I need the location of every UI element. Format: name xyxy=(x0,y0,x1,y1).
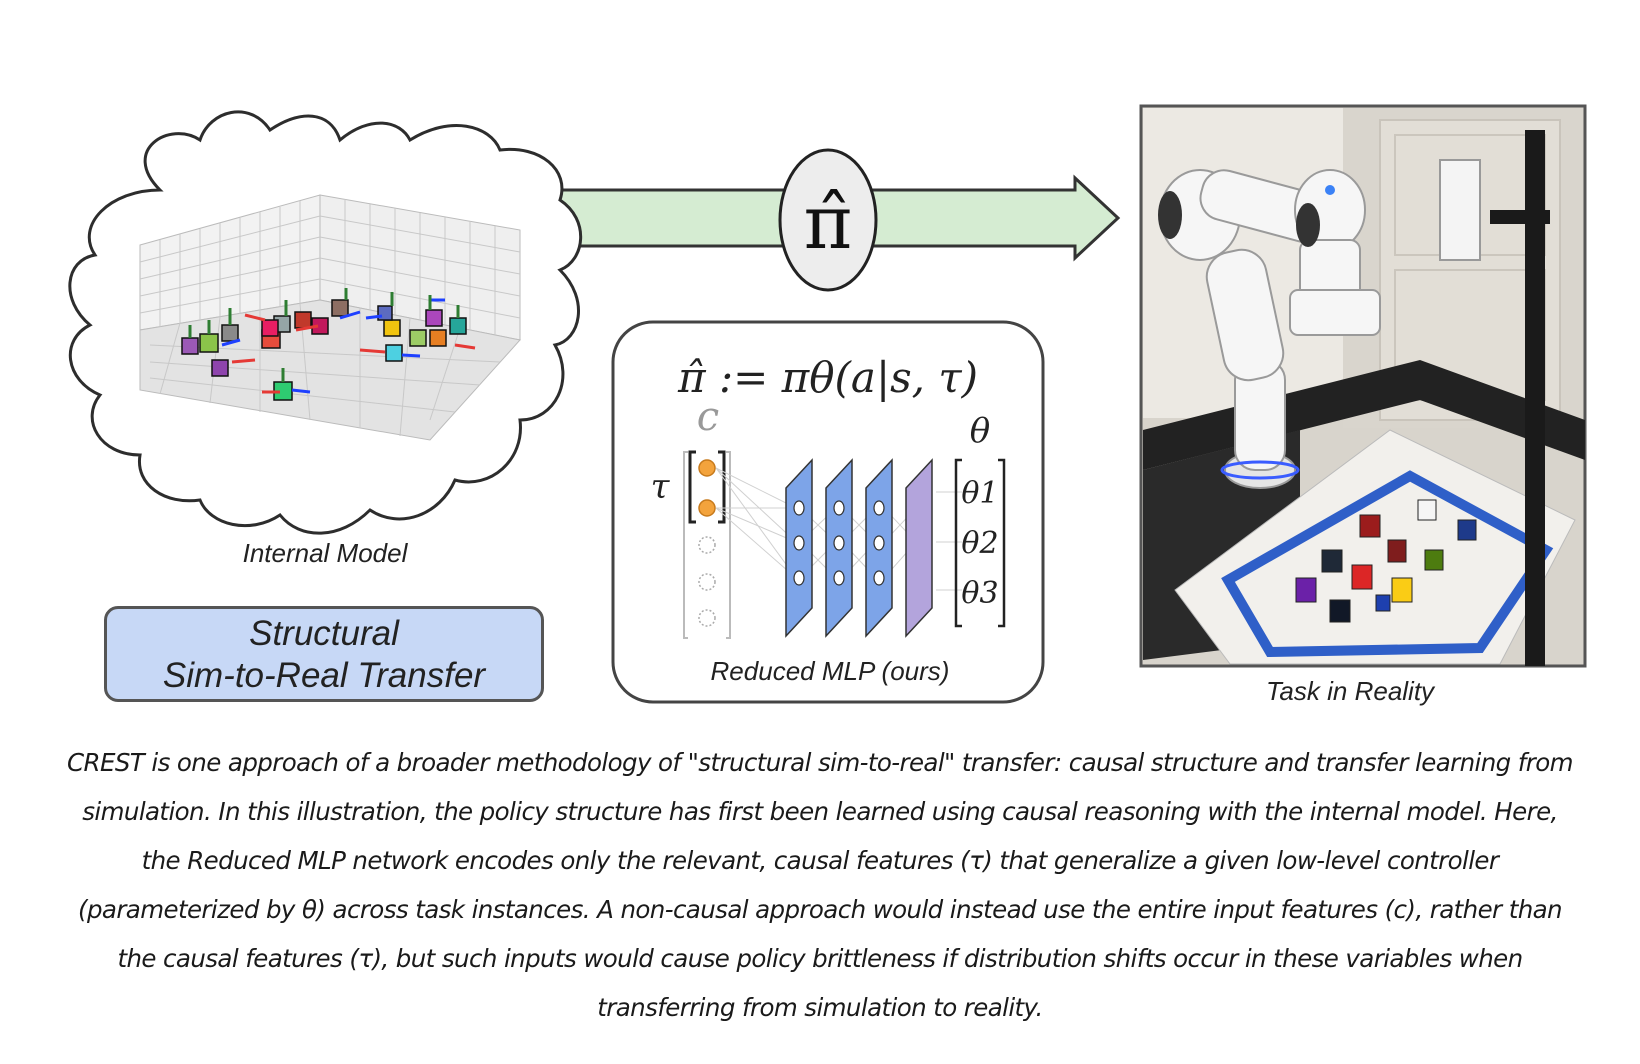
structural-line-1: Structural xyxy=(249,614,399,653)
theta-output-3: θ3 xyxy=(961,576,998,611)
structural-line-2: Sim-to-Real Transfer xyxy=(162,656,486,695)
policy-symbol: π̂ xyxy=(804,180,853,266)
tau-label: τ xyxy=(651,467,671,507)
figure-caption: CREST is one approach of a broader metho… xyxy=(67,748,1574,1022)
task-in-reality-label: Task in Reality xyxy=(1265,676,1435,706)
input-node-c-2 xyxy=(698,573,716,591)
task-photo xyxy=(1139,104,1587,668)
theta-label: θ xyxy=(970,411,990,451)
c-label: c xyxy=(697,394,719,440)
structural-transfer-box: Structural Sim-to-Real Transfer xyxy=(104,606,544,702)
policy-ellipse: π̂ xyxy=(778,148,878,292)
theta-output-2: θ2 xyxy=(961,526,998,561)
reduced-mlp-label: Reduced MLP (ours) xyxy=(710,656,950,686)
policy-equation: π̂ := πθ(a|s, τ) xyxy=(677,353,978,402)
hidden-layers xyxy=(785,458,933,638)
policy-box: π̂ := πθ(a|s, τ) c τ θ xyxy=(611,320,1045,704)
internal-model-plot xyxy=(139,194,521,441)
input-node-c-3 xyxy=(698,609,716,627)
input-node-tau-2 xyxy=(698,499,716,517)
input-node-tau-1 xyxy=(698,459,716,477)
theta-output-1: θ1 xyxy=(961,476,998,511)
input-node-c-1 xyxy=(698,536,716,554)
internal-model-label: Internal Model xyxy=(242,538,408,568)
